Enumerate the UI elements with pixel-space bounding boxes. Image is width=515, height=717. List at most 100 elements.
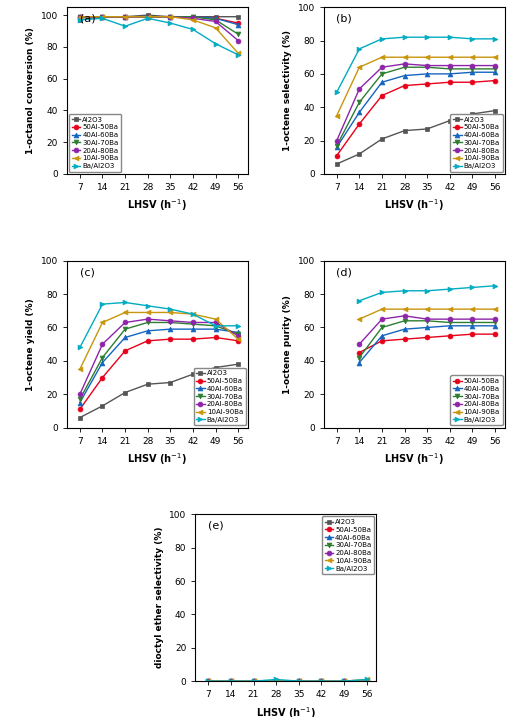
30Al-70Ba: [235, 30, 241, 39]
30Al-70Ba: [77, 395, 83, 404]
40Al-60Ba: [318, 677, 324, 685]
20Al-80Ba: [250, 677, 256, 685]
20Al-80Ba: [296, 677, 302, 685]
30Al-70Ba: [424, 316, 430, 325]
40Al-60Ba: [213, 14, 219, 23]
40Al-60Ba: [205, 677, 211, 685]
Ba/Al2O3: [273, 675, 279, 684]
10Al-90Ba: [167, 12, 174, 21]
Al2O3: [122, 12, 128, 21]
Ba/Al2O3: [145, 14, 151, 23]
20Al-80Ba: [235, 37, 241, 45]
Ba/Al2O3: [402, 287, 408, 295]
X-axis label: LHSV (h$^{-1}$): LHSV (h$^{-1}$): [128, 451, 187, 467]
Ba/Al2O3: [190, 25, 196, 34]
40Al-60Ba: [379, 331, 385, 340]
10Al-90Ba: [447, 53, 453, 62]
50Al-50Ba: [213, 333, 219, 342]
30Al-70Ba: [492, 318, 498, 327]
Al2O3: [122, 388, 128, 397]
30Al-70Ba: [402, 316, 408, 325]
50Al-50Ba: [167, 335, 174, 343]
20Al-80Ba: [122, 318, 128, 327]
10Al-90Ba: [190, 310, 196, 318]
Ba/Al2O3: [122, 298, 128, 307]
Line: 30Al-70Ba: 30Al-70Ba: [357, 318, 497, 360]
20Al-80Ba: [145, 12, 151, 21]
40Al-60Ba: [424, 323, 430, 332]
40Al-60Ba: [235, 328, 241, 337]
Ba/Al2O3: [99, 300, 106, 308]
50Al-50Ba: [356, 120, 363, 128]
Line: 30Al-70Ba: 30Al-70Ba: [77, 320, 241, 402]
Line: 20Al-80Ba: 20Al-80Ba: [77, 317, 241, 397]
20Al-80Ba: [145, 315, 151, 323]
20Al-80Ba: [356, 85, 363, 93]
40Al-60Ba: [250, 677, 256, 685]
50Al-50Ba: [356, 348, 363, 357]
20Al-80Ba: [492, 61, 498, 70]
Ba/Al2O3: [213, 39, 219, 48]
Al2O3: [99, 12, 106, 21]
40Al-60Ba: [99, 12, 106, 21]
50Al-50Ba: [447, 331, 453, 340]
10Al-90Ba: [356, 63, 363, 72]
50Al-50Ba: [99, 374, 106, 382]
10Al-90Ba: [99, 12, 106, 21]
40Al-60Ba: [77, 398, 83, 407]
30Al-70Ba: [424, 63, 430, 72]
20Al-80Ba: [341, 677, 347, 685]
10Al-90Ba: [145, 308, 151, 317]
Al2O3: [99, 402, 106, 410]
40Al-60Ba: [424, 70, 430, 78]
Ba/Al2O3: [213, 321, 219, 330]
30Al-70Ba: [379, 323, 385, 332]
40Al-60Ba: [364, 677, 370, 685]
50Al-50Ba: [190, 335, 196, 343]
20Al-80Ba: [447, 61, 453, 70]
50Al-50Ba: [77, 12, 83, 21]
Line: Ba/Al2O3: Ba/Al2O3: [77, 300, 241, 350]
30Al-70Ba: [99, 353, 106, 362]
10Al-90Ba: [228, 677, 234, 685]
Legend: Al2O3, 50Al-50Ba, 40Al-60Ba, 30Al-70Ba, 20Al-80Ba, 10Al-90Ba, Ba/Al2O3: Al2O3, 50Al-50Ba, 40Al-60Ba, 30Al-70Ba, …: [451, 114, 503, 172]
50Al-50Ba: [341, 677, 347, 685]
Line: Ba/Al2O3: Ba/Al2O3: [77, 16, 241, 57]
Al2O3: [356, 150, 363, 158]
30Al-70Ba: [145, 318, 151, 327]
Legend: Al2O3, 50Al-50Ba, 40Al-60Ba, 30Al-70Ba, 20Al-80Ba, 10Al-90Ba, Ba/Al2O3: Al2O3, 50Al-50Ba, 40Al-60Ba, 30Al-70Ba, …: [322, 516, 374, 574]
Ba/Al2O3: [424, 33, 430, 42]
Ba/Al2O3: [77, 16, 83, 24]
10Al-90Ba: [318, 677, 324, 685]
40Al-60Ba: [145, 326, 151, 335]
30Al-70Ba: [77, 12, 83, 21]
Line: 20Al-80Ba: 20Al-80Ba: [357, 313, 497, 346]
10Al-90Ba: [447, 305, 453, 313]
Al2O3: [235, 12, 241, 21]
50Al-50Ba: [469, 330, 475, 338]
20Al-80Ba: [205, 677, 211, 685]
30Al-70Ba: [213, 321, 219, 330]
40Al-60Ba: [379, 78, 385, 87]
Line: 30Al-70Ba: 30Al-70Ba: [206, 679, 369, 683]
50Al-50Ba: [379, 336, 385, 345]
50Al-50Ba: [167, 12, 174, 21]
20Al-80Ba: [402, 60, 408, 68]
40Al-60Ba: [447, 321, 453, 330]
30Al-70Ba: [492, 65, 498, 73]
Line: 40Al-60Ba: 40Al-60Ba: [77, 14, 241, 27]
Ba/Al2O3: [122, 22, 128, 31]
10Al-90Ba: [250, 677, 256, 685]
Al2O3: [469, 110, 475, 118]
40Al-60Ba: [167, 325, 174, 333]
Ba/Al2O3: [424, 287, 430, 295]
30Al-70Ba: [167, 12, 174, 21]
50Al-50Ba: [145, 12, 151, 21]
X-axis label: LHSV (h$^{-1}$): LHSV (h$^{-1}$): [384, 198, 444, 214]
30Al-70Ba: [364, 677, 370, 685]
Ba/Al2O3: [99, 14, 106, 23]
10Al-90Ba: [167, 308, 174, 317]
Legend: Al2O3, 50Al-50Ba, 40Al-60Ba, 30Al-70Ba, 20Al-80Ba, 10Al-90Ba, Ba/Al2O3: Al2O3, 50Al-50Ba, 40Al-60Ba, 30Al-70Ba, …: [194, 368, 246, 425]
20Al-80Ba: [424, 315, 430, 323]
30Al-70Ba: [318, 677, 324, 685]
